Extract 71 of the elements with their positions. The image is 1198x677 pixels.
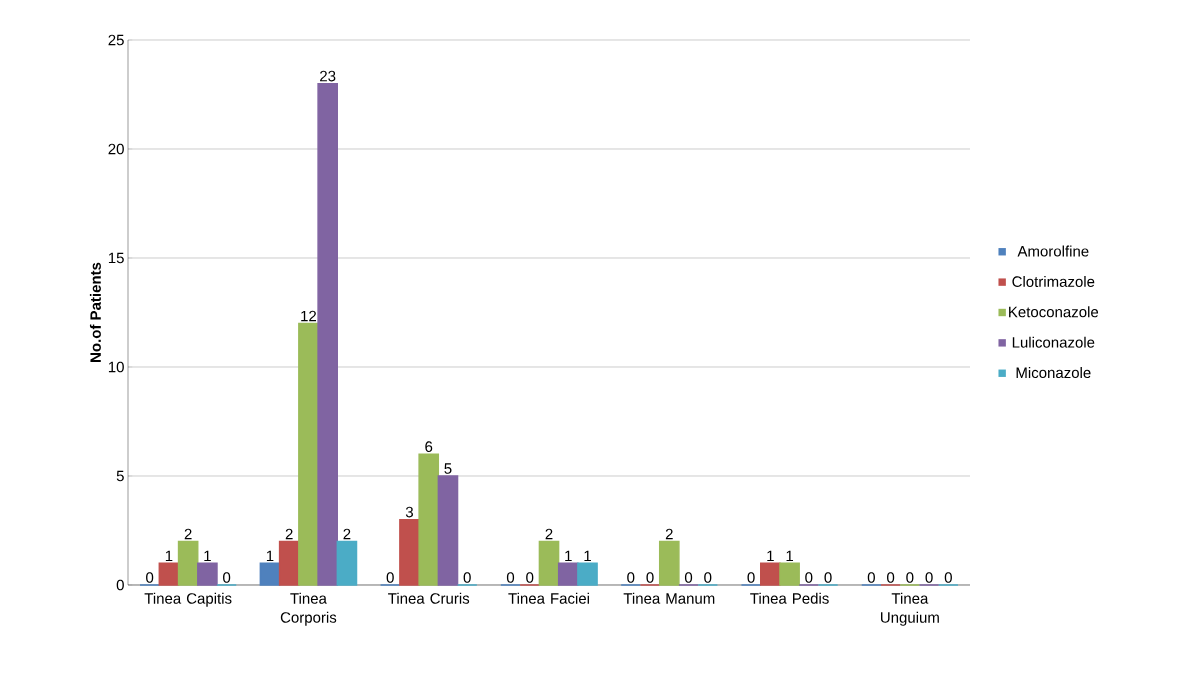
data-label: 1 [565,550,572,561]
y-tick-label: 20 [108,143,124,155]
bar [197,562,218,586]
data-label: 0 [704,572,712,583]
bar [317,82,338,586]
x-tick-label: Tinea Cruris [388,592,470,604]
data-label: 0 [223,572,231,583]
data-label: 0 [887,572,895,583]
y-tick-label: 25 [108,34,124,46]
bar [177,540,199,586]
bar [158,562,180,586]
data-label: 0 [627,572,635,583]
bar [658,540,680,586]
bar [336,540,358,586]
data-label: 2 [665,528,673,540]
data-label: 0 [646,572,654,583]
data-label: 2 [285,528,293,540]
data-label: 0 [747,572,755,583]
data-label: 1 [767,550,774,561]
bar [298,322,319,586]
data-label: 0 [906,572,914,583]
data-label: 2 [343,528,351,540]
bar [557,562,579,586]
data-label: 0 [944,572,952,583]
data-label: 5 [444,463,452,474]
data-label: 0 [824,572,832,583]
data-label: 1 [165,550,173,561]
data-label: 0 [386,572,394,583]
data-label: 23 [320,70,336,82]
data-label: 2 [184,528,192,540]
bar [779,562,800,586]
bar [399,518,420,586]
bar [418,453,440,586]
y-tick-label: 5 [116,470,124,482]
data-label: 0 [867,572,875,583]
legend-label: Amorolfine [1017,245,1089,257]
x-tick-label: Tinea Capitis [144,592,232,607]
x-tick-label: Tinea Pedis [750,592,829,604]
data-label: 0 [684,572,693,583]
x-tick-label: Tinea Faciei [508,592,589,604]
bar [760,562,781,586]
data-label: 0 [805,572,813,583]
x-tick-label: Tinea Unguium [881,592,939,626]
data-label: 6 [425,441,433,452]
bar [259,562,281,586]
data-label: 0 [146,572,154,583]
bar [278,540,300,586]
data-label: 12 [301,310,317,322]
data-label: 1 [266,550,274,561]
bar [437,475,459,586]
x-tick-label: Tinea Corporis [280,592,337,626]
legend-label: Clotrimazole [1012,275,1095,287]
y-tick-label: 15 [108,252,124,264]
bar [538,540,560,586]
legend-label: Miconazole [1016,367,1091,379]
data-label: 0 [463,572,471,583]
bar [577,562,598,586]
x-tick-label: Tinea Manum [623,592,715,604]
legend-label: Luliconazole [1012,336,1095,348]
data-label: 1 [584,550,591,561]
y-tick-label: 0 [116,579,124,591]
legend-label: Ketoconazole [1009,306,1099,318]
data-label: 1 [204,550,211,561]
data-label: 0 [506,572,515,583]
data-label: 2 [545,528,553,540]
y-tick-label: 10 [108,361,124,373]
data-label: 1 [786,550,794,561]
data-label: 3 [405,506,413,518]
data-label: 0 [925,572,933,583]
data-label: 0 [526,572,534,583]
y-axis-title: No.of Patients [89,262,101,362]
